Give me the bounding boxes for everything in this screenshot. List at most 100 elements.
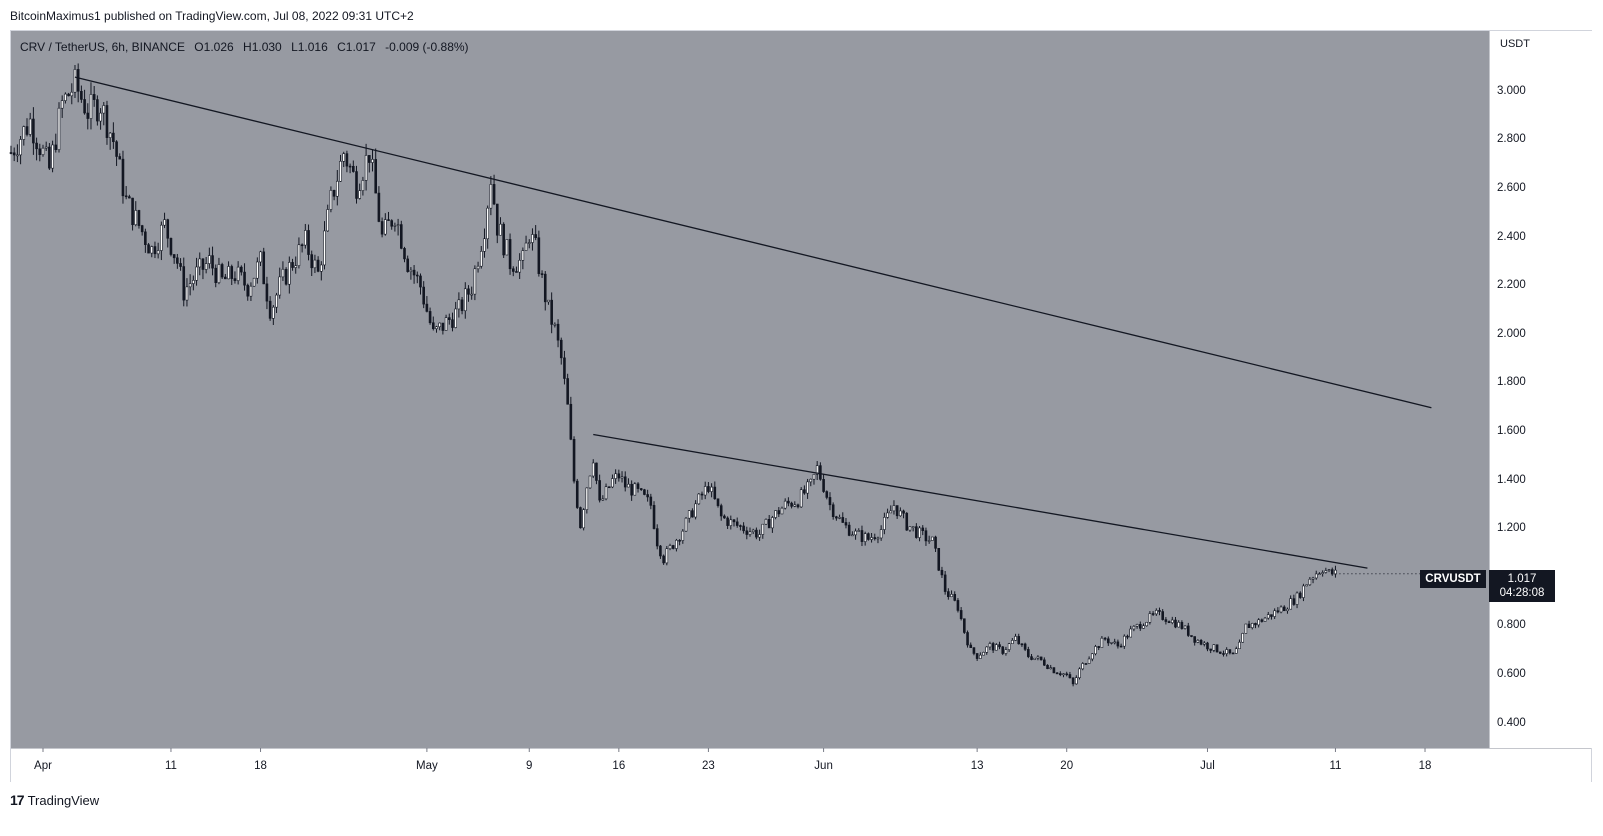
candle-body [22,126,26,140]
candle-body [646,494,649,498]
price-tick-label: 1.400 [1497,473,1526,486]
candle-body [556,323,560,341]
candle-body [815,465,819,475]
candle-body [342,153,346,162]
candle-body [272,306,275,319]
candle-body [249,285,253,297]
candle-body [355,171,358,199]
candles-group [9,63,1337,687]
candle-body [1314,573,1318,579]
price-axis[interactable] [1489,31,1592,748]
candle-body [1282,606,1286,612]
candle-body [828,497,832,506]
candle-body [1298,592,1302,598]
change-value: -0.009 (-0.88%) [385,40,469,54]
candle-body [121,158,125,197]
candle-body [1190,635,1193,637]
candle-body [1212,644,1216,651]
candle-body [1222,653,1225,655]
candle-body [873,537,877,540]
candle-body [435,326,438,329]
candle-body [975,653,979,659]
footer-brand[interactable]: TradingView [27,792,100,808]
plot-area[interactable] [11,31,1489,748]
candle-body [502,223,505,256]
candle-body [1007,643,1011,650]
candle-body [595,462,598,481]
candle-body [969,644,973,648]
high-label: H [243,40,252,54]
candle-body [1078,668,1081,679]
candle-body [406,258,409,272]
candle-body [371,159,374,163]
symbol-title[interactable]: CRV / TetherUS, 6h, BINANCE [20,40,185,54]
candle-body [707,486,710,492]
candle-body [358,190,362,199]
candle-body [1110,642,1113,644]
candle-body [1023,643,1027,650]
candle-body [1151,613,1155,615]
candle-body [681,530,685,541]
candle-body [80,90,83,100]
candle-body [1138,624,1142,629]
candle-body [243,271,246,286]
candle-body [268,300,272,319]
candle-body [1087,658,1091,664]
candle-body [515,271,518,273]
candle-body [527,242,531,244]
candle-body [144,231,147,245]
candle-body [998,644,1001,648]
candle-body [553,323,557,326]
time-tick-label: 20 [1060,760,1074,772]
candle-body [991,643,995,651]
candle-body [467,288,470,295]
candle-body [1145,622,1148,627]
candle-body [796,504,800,508]
candle-body [697,493,701,505]
candle-body [854,530,857,536]
candle-body [723,515,726,519]
candle-body [156,250,160,255]
candle-body [1052,667,1056,674]
candle-body [927,540,931,542]
candle-body [1279,606,1283,613]
candle-body [1270,614,1273,617]
time-tick-label: 9 [526,760,533,772]
candle-body [246,284,250,297]
candle-body [1036,656,1040,659]
candle-body [716,498,720,506]
candle-body [1225,649,1228,654]
candle-body [102,105,106,114]
candle-body [294,265,298,268]
candle-body [1170,619,1174,624]
candle-body [1250,623,1254,628]
candle-body [1068,674,1072,679]
candle-body [447,317,451,320]
price-tick-label: 1.200 [1497,522,1526,535]
candle-body [105,105,109,138]
candle-body [671,545,675,549]
candle-body [1295,592,1299,605]
candle-body [547,299,550,303]
candle-body [300,244,304,247]
candle-body [959,610,963,620]
candle-body [1126,635,1129,638]
candle-body [281,268,285,278]
tradingview-logo-icon[interactable]: 17 [10,792,25,808]
candle-body [1004,649,1008,654]
candle-body [320,264,323,272]
currency-label[interactable]: USDT [1500,38,1530,50]
candle-body [192,280,195,284]
candle-body [275,294,278,308]
candle-body [1033,657,1037,660]
candle-body [1142,625,1145,629]
candle-body [54,144,58,150]
candle-body [601,498,605,501]
candle-body [518,259,521,273]
candle-body [1273,610,1276,617]
time-tick-label: Jun [814,760,833,772]
time-axis[interactable] [11,748,1591,782]
candle-body [739,525,742,527]
candle-body [489,184,493,209]
